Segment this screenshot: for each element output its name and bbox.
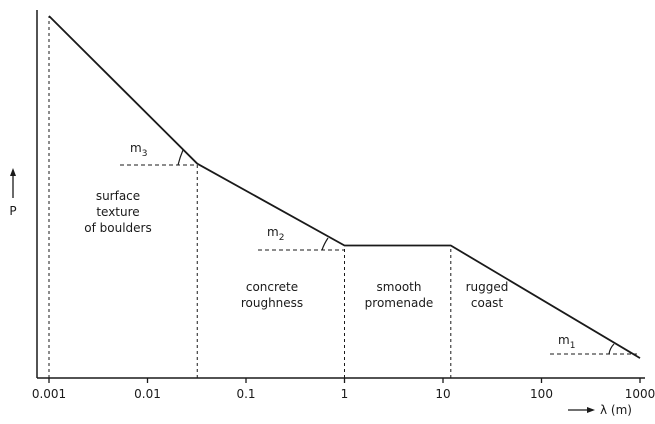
slope-label: m3 — [130, 141, 147, 159]
region-label-line: texture — [96, 205, 139, 219]
x-tick-label: 0.01 — [134, 387, 161, 401]
region-label-line: roughness — [241, 296, 303, 310]
region-labels: surface texture of boulders concrete roughne… — [84, 189, 508, 310]
slope-angle-arc — [321, 237, 329, 251]
region-label: smooth promenade — [365, 280, 434, 310]
x-tick-label: 1000 — [625, 387, 655, 401]
region-label-line: of boulders — [84, 221, 151, 235]
slope-label-name: m — [267, 225, 279, 239]
region-label-line: rugged — [466, 280, 509, 294]
slope-label: m2 — [267, 225, 284, 243]
curve-group — [48, 15, 641, 359]
y-axis-label-group: P — [9, 168, 17, 218]
region-label-line: concrete — [246, 280, 298, 294]
region-label-line: smooth — [377, 280, 422, 294]
y-arrow-head — [10, 168, 16, 176]
x-arrow-head — [587, 407, 595, 413]
guide-lines — [48, 16, 452, 378]
x-axis-label-group: λ (m) — [568, 403, 632, 417]
slope-label-subscript: 3 — [142, 149, 148, 159]
slope-label-name: m — [558, 333, 570, 347]
curve-line — [48, 15, 641, 359]
x-tick-label: 0.001 — [32, 387, 66, 401]
region-label-line: promenade — [365, 296, 434, 310]
axes — [36, 10, 645, 379]
x-tick-label: 0.1 — [236, 387, 255, 401]
slope-label-subscript: 1 — [570, 341, 576, 351]
region-label-line: surface — [96, 189, 140, 203]
slope-angle-arc — [177, 149, 184, 166]
x-ticks: 0.001 0.01 0.1 1 10 100 1000 — [32, 378, 655, 401]
slope-label: m1 — [558, 333, 575, 351]
slope-label-subscript: 2 — [279, 233, 285, 243]
region-label: rugged coast — [466, 280, 509, 310]
x-axis-label: λ (m) — [600, 403, 632, 417]
x-tick-label: 100 — [530, 387, 553, 401]
slope-angle-arc — [608, 343, 615, 355]
region-label: concrete roughness — [241, 280, 303, 310]
slope-label-name: m — [130, 141, 142, 155]
x-tick-label: 1 — [341, 387, 349, 401]
region-label: surface texture of boulders — [84, 189, 151, 235]
y-axis-label: P — [9, 204, 16, 218]
region-label-line: coast — [471, 296, 504, 310]
x-tick-label: 10 — [435, 387, 450, 401]
